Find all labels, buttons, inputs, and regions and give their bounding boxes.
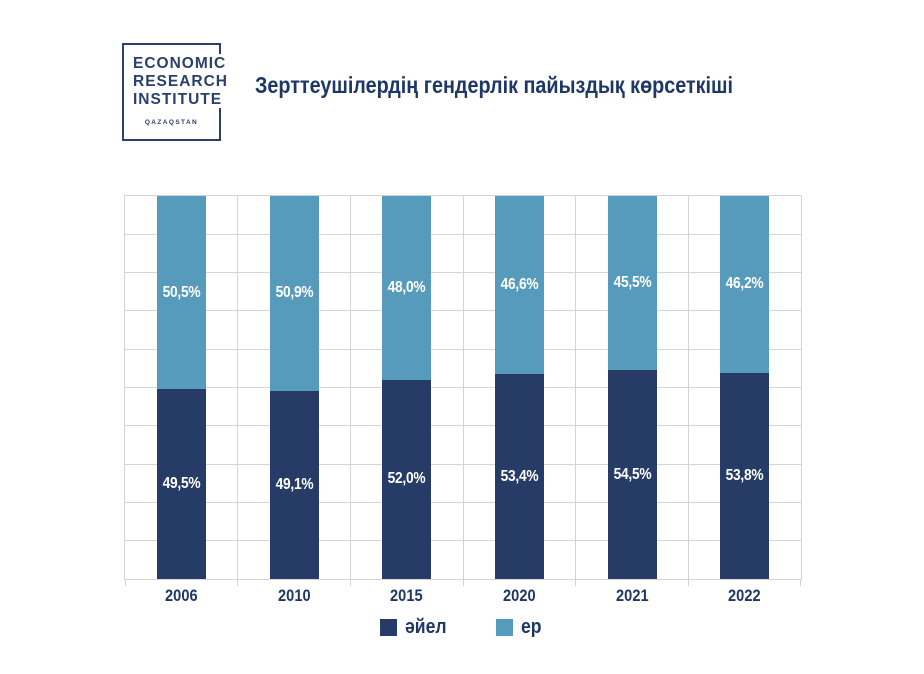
stacked-bar-chart: 49,5% 50,5% 49,1% 50,9% 52,0% 48,0% 53,4% 46,6%… xyxy=(124,195,802,605)
economic-research-institute-logo: ECONOMIC RESEARCH INSTITUTE QAZAQSTAN xyxy=(122,43,231,141)
chart-title: Зерттеушілердің гендерлік пайыздық көрсе… xyxy=(255,72,734,98)
x-axis-label-2006: 2006 xyxy=(165,586,198,605)
axis-tick xyxy=(575,579,577,586)
vertical-gridline xyxy=(349,196,351,579)
bar-segment-ер: 48,0% xyxy=(382,196,432,380)
bar-2006: 49,5% 50,5% xyxy=(156,196,206,579)
bar-2010: 49,1% 50,9% xyxy=(269,196,319,579)
value-label: 46,6% xyxy=(500,276,539,294)
value-label: 49,5% xyxy=(162,475,201,493)
vertical-gridline xyxy=(575,196,577,579)
legend-item-әйел: әйел xyxy=(379,616,452,639)
legend-item-ер: ер xyxy=(495,616,544,639)
value-label: 46,2% xyxy=(725,275,764,293)
bar-segment-әйел: 53,8% xyxy=(720,372,770,579)
axis-tick xyxy=(800,579,801,586)
legend: әйел ер xyxy=(124,616,800,639)
vertical-gridline xyxy=(237,196,239,579)
logo-sublabel: QAZAQSTAN xyxy=(144,119,199,126)
plot-area: 49,5% 50,5% 49,1% 50,9% 52,0% 48,0% 53,4% 46,6%… xyxy=(124,195,802,580)
value-label: 49,1% xyxy=(275,475,313,493)
bar-segment-ер: 45,5% xyxy=(607,196,657,371)
x-axis-label-2015: 2015 xyxy=(390,586,423,605)
bar-2022: 53,8% 46,2% xyxy=(720,196,770,579)
logo-text-line-2: RESEARCH xyxy=(133,72,231,90)
x-axis-label-2010: 2010 xyxy=(277,586,311,605)
bar-segment-әйел: 53,4% xyxy=(494,374,544,579)
bar-segment-ер: 50,9% xyxy=(269,196,319,391)
value-label: 52,0% xyxy=(387,470,426,488)
x-axis-labels: 2006 2010 2015 2020 2021 2022 xyxy=(125,586,801,606)
bar-segment-ер: 46,6% xyxy=(494,196,544,375)
x-axis-label-2020: 2020 xyxy=(503,586,536,605)
logo-text-line-1: ECONOMIC xyxy=(133,54,230,72)
value-label: 53,8% xyxy=(725,466,764,484)
vertical-gridline xyxy=(687,196,689,579)
axis-tick xyxy=(349,579,351,586)
axis-tick xyxy=(125,579,126,586)
axis-tick xyxy=(462,579,464,586)
value-label: 45,5% xyxy=(613,274,651,292)
bar-segment-ер: 46,2% xyxy=(720,196,770,373)
value-label: 50,5% xyxy=(162,283,201,301)
vertical-gridline xyxy=(462,196,464,579)
bar-segment-әйел: 49,5% xyxy=(156,389,206,579)
axis-tick xyxy=(237,579,239,586)
x-axis-label-2021: 2021 xyxy=(615,586,649,605)
bar-segment-ер: 50,5% xyxy=(156,196,206,390)
bar-segment-әйел: 52,0% xyxy=(382,379,432,579)
value-label: 54,5% xyxy=(613,465,651,483)
value-label: 53,4% xyxy=(500,467,539,485)
bar-segment-әйел: 49,1% xyxy=(269,390,319,579)
bar-segment-әйел: 54,5% xyxy=(607,370,657,579)
value-label: 48,0% xyxy=(387,278,426,296)
legend-swatch xyxy=(379,619,397,636)
legend-label: ер xyxy=(520,616,542,638)
bar-2021: 54,5% 45,5% xyxy=(607,196,657,579)
logo-text-line-3: INSTITUTE xyxy=(133,90,226,108)
x-axis-ticks xyxy=(125,579,801,587)
bar-2015: 52,0% 48,0% xyxy=(382,196,432,579)
legend-label: әйел xyxy=(404,616,447,638)
legend-swatch xyxy=(495,619,513,636)
x-axis-label-2022: 2022 xyxy=(728,586,761,605)
bar-2020: 53,4% 46,6% xyxy=(494,196,544,579)
value-label: 50,9% xyxy=(275,284,313,302)
axis-tick xyxy=(687,579,689,586)
